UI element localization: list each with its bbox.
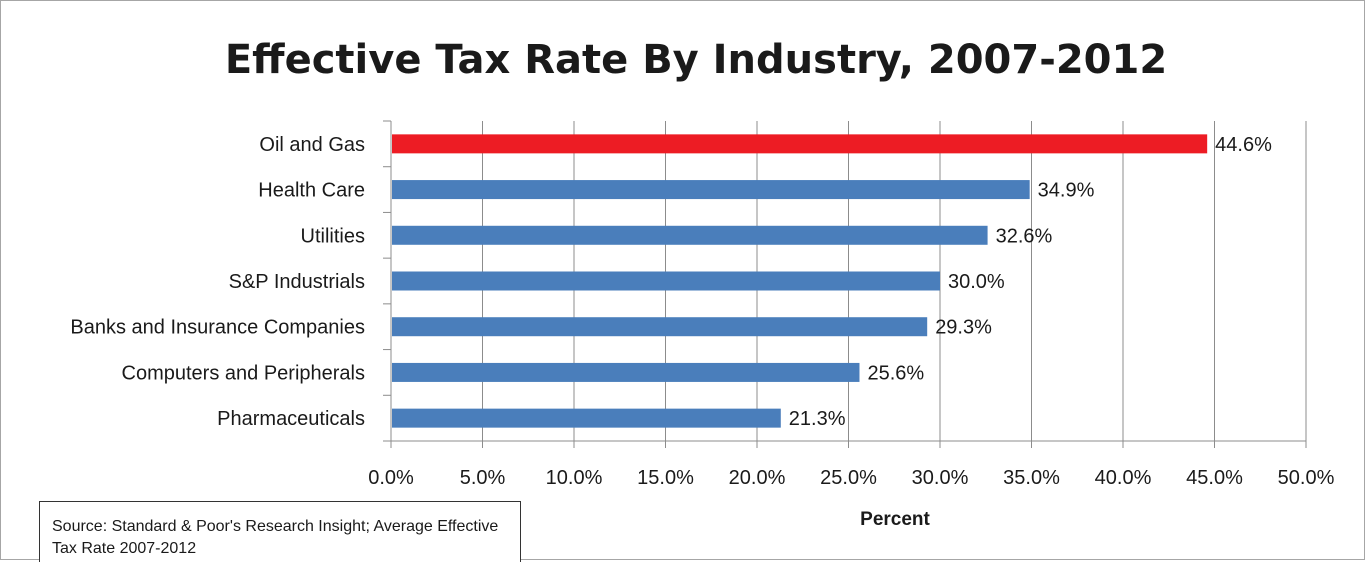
value-label: 34.9% xyxy=(1038,180,1095,202)
source-note-text: Source: Standard & Poor's Research Insig… xyxy=(52,518,499,557)
category-label: Utilities xyxy=(301,225,365,247)
x-tick-label: 10.0% xyxy=(546,467,603,489)
value-label: 21.3% xyxy=(789,408,846,430)
value-label: 44.6% xyxy=(1215,134,1272,156)
x-tick-label: 30.0% xyxy=(912,467,969,489)
x-axis-label: Percent xyxy=(860,509,930,530)
x-tick-label: 20.0% xyxy=(729,467,786,489)
bar-6 xyxy=(392,362,860,382)
value-label: 25.6% xyxy=(867,362,924,384)
bar-4 xyxy=(392,271,940,291)
chart-title: Effective Tax Rate By Industry, 2007-201… xyxy=(224,37,1168,83)
category-label: Banks and Insurance Companies xyxy=(70,317,365,339)
x-tick-label: 25.0% xyxy=(820,467,877,489)
category-label: Oil and Gas xyxy=(259,134,365,156)
x-tick-label: 50.0% xyxy=(1278,467,1335,489)
value-label: 30.0% xyxy=(948,271,1005,293)
bar-3 xyxy=(392,225,988,245)
x-tick-label: 0.0% xyxy=(368,467,414,489)
bar-7 xyxy=(392,408,781,428)
bar-5 xyxy=(392,317,928,337)
x-tick-label: 35.0% xyxy=(1003,467,1060,489)
x-tick-label: 45.0% xyxy=(1186,467,1243,489)
category-label: Pharmaceuticals xyxy=(217,408,365,430)
x-tick-label: 5.0% xyxy=(460,467,506,489)
category-label: S&P Industrials xyxy=(229,271,365,293)
source-note-box: Source: Standard & Poor's Research Insig… xyxy=(39,501,521,562)
x-tick-label: 40.0% xyxy=(1095,467,1152,489)
value-label: 32.6% xyxy=(996,225,1053,247)
x-tick-label: 15.0% xyxy=(637,467,694,489)
value-label: 29.3% xyxy=(935,317,992,339)
bar-2 xyxy=(392,180,1030,200)
category-label: Health Care xyxy=(258,180,365,202)
bar-1 xyxy=(392,134,1208,154)
category-label: Computers and Peripherals xyxy=(122,362,365,384)
